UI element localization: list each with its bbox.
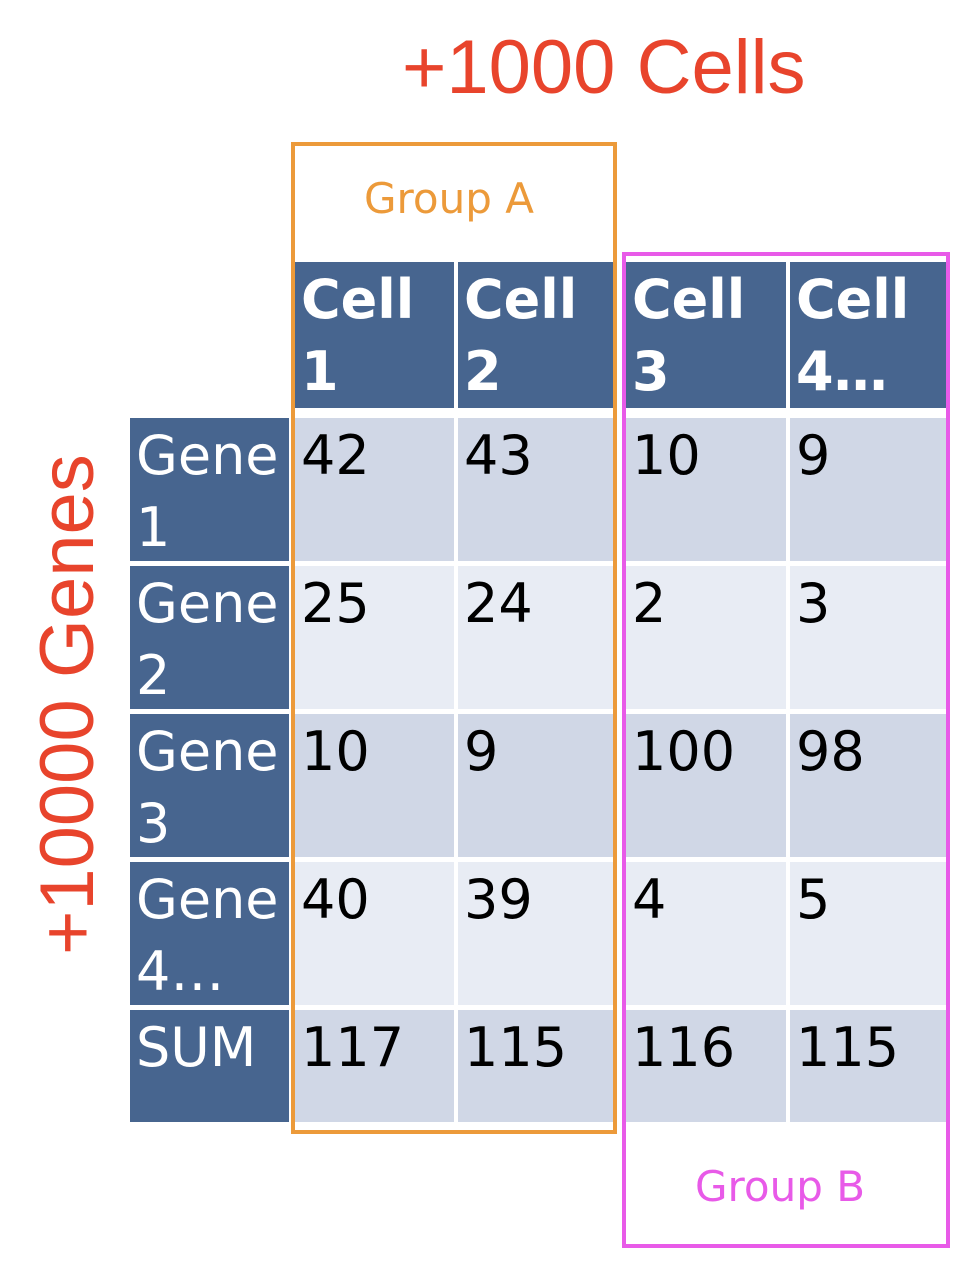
sum-cell: 115 — [458, 1010, 614, 1122]
table-cell: 9 — [458, 714, 614, 857]
row-header-gene-4: Gene 4… — [130, 862, 289, 1005]
table-cell: 25 — [295, 566, 454, 709]
group-a-outline — [291, 142, 617, 1134]
group-b-label: Group B — [695, 1162, 866, 1211]
column-header-cell-2: Cell 2 — [458, 262, 614, 408]
column-header-cell-1: Cell 1 — [295, 262, 454, 408]
column-header-cell-4: Cell 4… — [790, 262, 946, 408]
cells-title: +1000 Cells — [402, 25, 806, 110]
table-cell: 5 — [790, 862, 946, 1005]
table-cell: 3 — [790, 566, 946, 709]
table-cell: 10 — [295, 714, 454, 857]
table-cell: 42 — [295, 418, 454, 561]
column-header-cell-3: Cell 3 — [626, 262, 786, 408]
table-cell: 24 — [458, 566, 614, 709]
table-cell: 100 — [626, 714, 786, 857]
genes-title: +10000 Genes — [25, 454, 110, 955]
row-header-gene-1: Gene 1 — [130, 418, 289, 561]
table-cell: 43 — [458, 418, 614, 561]
group-a-label: Group A — [364, 174, 534, 223]
table-cell: 10 — [626, 418, 786, 561]
table-cell: 9 — [790, 418, 946, 561]
table-cell: 40 — [295, 862, 454, 1005]
sum-cell: 115 — [790, 1010, 946, 1122]
table-cell: 4 — [626, 862, 786, 1005]
table-cell: 98 — [790, 714, 946, 857]
sum-cell: 116 — [626, 1010, 786, 1122]
row-header-sum: SUM — [130, 1010, 289, 1122]
sum-cell: 117 — [295, 1010, 454, 1122]
row-header-gene-3: Gene 3 — [130, 714, 289, 857]
table-cell: 39 — [458, 862, 614, 1005]
group-b-outline — [622, 252, 950, 1248]
table-cell: 2 — [626, 566, 786, 709]
row-header-gene-2: Gene 2 — [130, 566, 289, 709]
